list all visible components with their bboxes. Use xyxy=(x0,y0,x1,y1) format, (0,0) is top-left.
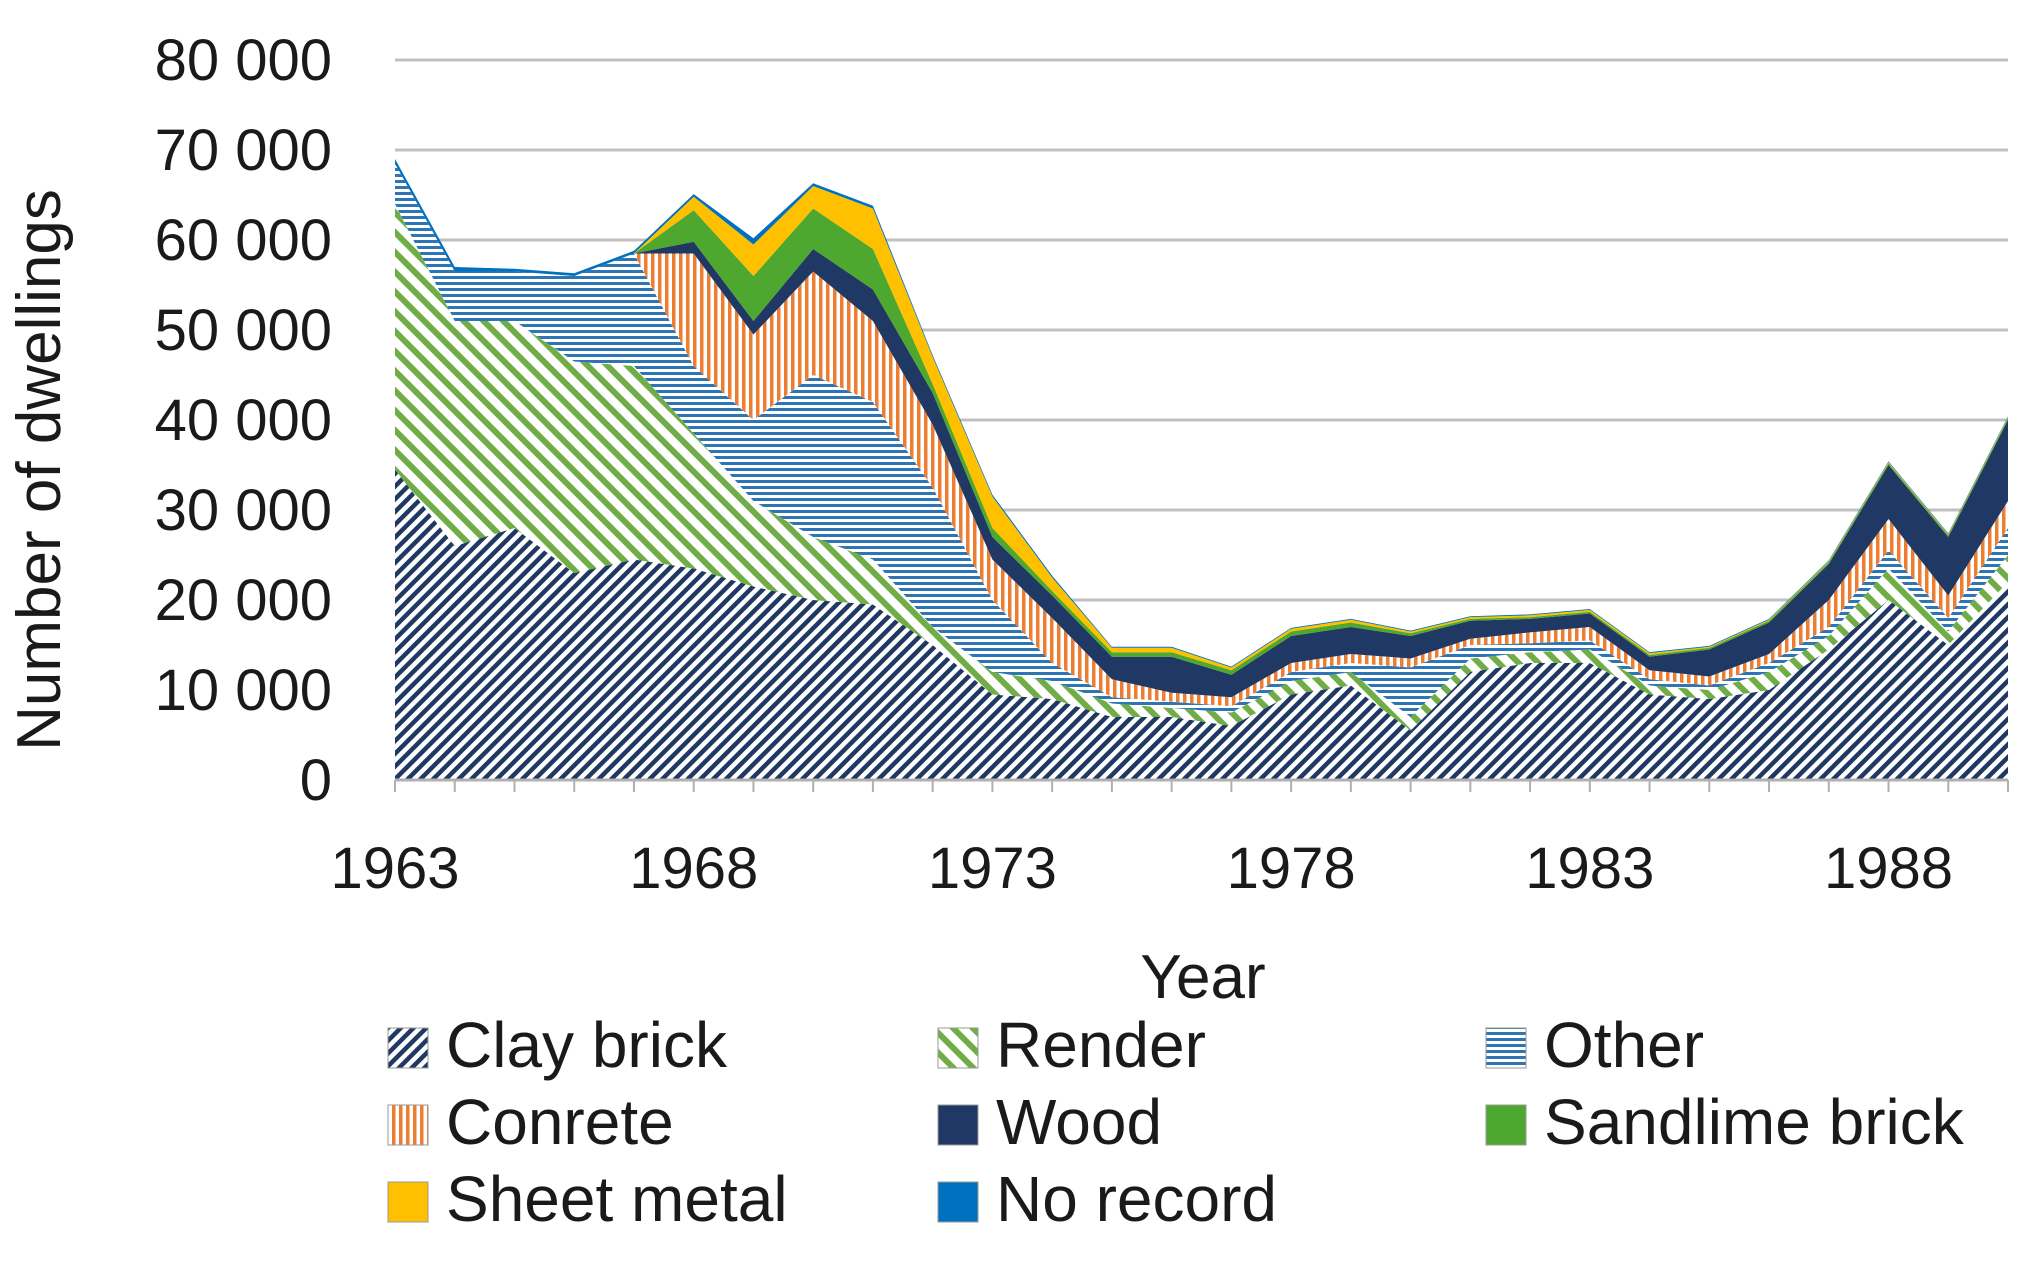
area-series-conrete xyxy=(395,163,2008,707)
legend-label: Clay brick xyxy=(446,1009,728,1081)
y-tick-label: 60 000 xyxy=(155,208,332,273)
x-tick-label: 1968 xyxy=(629,836,758,901)
legend-item-other: Other xyxy=(1485,1009,1704,1081)
legend-swatch xyxy=(937,1027,979,1069)
legend-swatch xyxy=(387,1104,429,1146)
legend-label: Other xyxy=(1544,1009,1704,1081)
legend-swatch xyxy=(387,1027,429,1069)
legend-item-conrete: Conrete xyxy=(387,1086,674,1158)
legend: Clay brick Render Other Conrete Wood Sandlime… xyxy=(387,1009,1965,1235)
y-tick-label: 30 000 xyxy=(155,478,332,543)
x-tick-label: 1983 xyxy=(1525,836,1654,901)
legend-swatch xyxy=(1485,1027,1527,1069)
x-tick-label: 1988 xyxy=(1824,836,1953,901)
y-axis-title: Number of dwellings xyxy=(5,189,74,751)
legend-item-no-record: No record xyxy=(937,1163,1277,1235)
area-series-render xyxy=(395,204,2008,731)
area-series-other xyxy=(395,163,2008,717)
area-series-group xyxy=(395,159,2008,780)
y-tick-label: 40 000 xyxy=(155,388,332,453)
axes: 0 10 000 20 000 30 000 40 000 50 000 60 000 70 … xyxy=(155,28,2009,901)
x-tick-label: 1978 xyxy=(1227,836,1356,901)
legend-item-render: Render xyxy=(937,1009,1206,1081)
y-tick-label: 20 000 xyxy=(155,568,332,633)
x-tick-label: 1963 xyxy=(330,836,459,901)
legend-swatch xyxy=(937,1181,979,1223)
legend-label: No record xyxy=(996,1163,1277,1235)
legend-label: Render xyxy=(996,1009,1206,1081)
legend-label: Sandlime brick xyxy=(1544,1086,1965,1158)
x-tick-label: 1973 xyxy=(928,836,1057,901)
legend-swatch xyxy=(387,1181,429,1223)
legend-item-clay-brick: Clay brick xyxy=(387,1009,728,1081)
legend-label: Conrete xyxy=(446,1086,674,1158)
legend-item-sandlime-brick: Sandlime brick xyxy=(1485,1086,1965,1158)
y-tick-label: 0 xyxy=(300,748,332,813)
legend-swatch xyxy=(937,1104,979,1146)
area-series-clay-brick xyxy=(395,469,2008,780)
y-tick-label: 10 000 xyxy=(155,658,332,723)
y-tick-label: 70 000 xyxy=(155,118,332,183)
legend-label: Sheet metal xyxy=(446,1163,788,1235)
legend-swatch xyxy=(1485,1104,1527,1146)
legend-label: Wood xyxy=(996,1086,1162,1158)
legend-item-sheet-metal: Sheet metal xyxy=(387,1163,788,1235)
x-axis-title: Year xyxy=(1140,943,1265,1012)
y-tick-label: 50 000 xyxy=(155,298,332,363)
y-tick-label: 80 000 xyxy=(155,28,332,93)
legend-item-wood: Wood xyxy=(937,1086,1162,1158)
